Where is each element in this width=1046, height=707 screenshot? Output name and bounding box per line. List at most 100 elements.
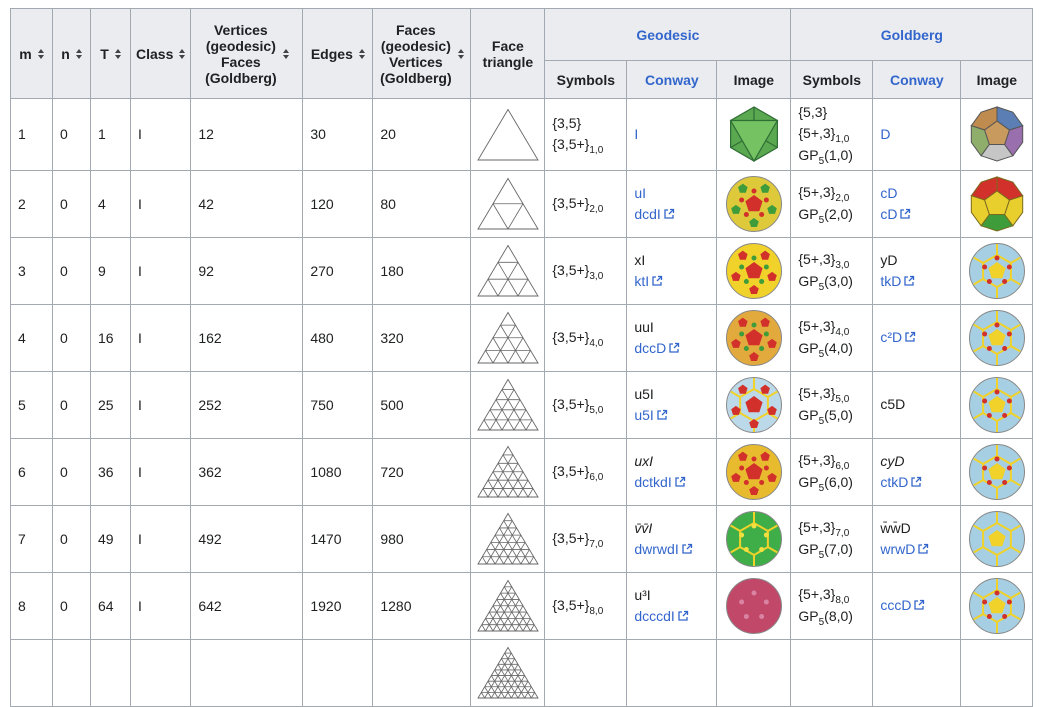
conway-notation-link[interactable]: dwrwdI — [634, 540, 679, 557]
col-header-n[interactable]: n — [52, 8, 91, 99]
cell-m: 2 — [10, 169, 53, 238]
cell-geodesic-conway: I — [626, 98, 718, 171]
conway-line: w̄w̄D — [880, 518, 953, 539]
face-triangle-image[interactable] — [477, 579, 539, 632]
geodesic-image-thumbnail[interactable] — [725, 242, 783, 300]
conway-notation-link[interactable]: dcdI — [634, 205, 661, 222]
cell-geodesic-symbols: {3,5+}6,0 — [544, 437, 628, 506]
geodesic-image-thumbnail[interactable] — [725, 309, 783, 367]
header-row-groups: m n T Class Vertices (geodesic) Faces (G… — [10, 8, 1034, 99]
face-triangle-image[interactable] — [477, 445, 539, 498]
conway-link[interactable]: Conway — [890, 71, 944, 88]
face-triangle-image[interactable] — [477, 244, 539, 297]
conway-notation-link[interactable]: dctkdI — [634, 473, 672, 490]
goldberg-image-thumbnail[interactable] — [968, 105, 1026, 163]
col-header-t[interactable]: T — [90, 8, 131, 99]
goldberg-image-thumbnail[interactable] — [968, 175, 1026, 233]
cell-faces: 1280 — [372, 571, 472, 640]
col-header-geodesic[interactable]: Geodesic — [544, 8, 792, 61]
symbol-line: {3,5} — [552, 113, 619, 134]
cell-goldberg-conway: c5D — [872, 370, 962, 439]
cell-n: 0 — [52, 370, 91, 439]
geodesic-image-thumbnail[interactable] — [725, 510, 783, 568]
cell-goldberg-symbols: {5+,3}8,0 GP5(8,0) — [790, 571, 874, 640]
conway-notation-link[interactable]: ctkD — [880, 473, 909, 490]
symbol-line: GP5(6,0) — [798, 472, 865, 494]
cell-goldberg-symbols: {5+,3}7,0 GP5(7,0) — [790, 504, 874, 573]
col-header-goldberg-conway[interactable]: Conway — [872, 60, 962, 99]
conway-line: dwrwdI — [634, 539, 709, 560]
conway-link[interactable]: Conway — [645, 71, 699, 88]
cell-m: 6 — [10, 437, 53, 506]
goldberg-image-thumbnail[interactable] — [968, 510, 1026, 568]
face-triangle-image[interactable] — [477, 177, 539, 230]
conway-notation-link[interactable]: c²D — [880, 329, 903, 346]
face-triangle-image[interactable] — [477, 512, 539, 565]
cell-edges: 480 — [302, 303, 374, 372]
symbol-base: {5+,3} — [798, 384, 836, 401]
col-header-m[interactable]: m — [10, 8, 53, 99]
conway-notation-text: uuI — [634, 318, 654, 335]
geodesic-link[interactable]: Geodesic — [636, 26, 700, 43]
symbol-base: {5+,3} — [798, 125, 836, 141]
cell-geodesic-symbols: {3,5+}7,0 — [544, 504, 628, 573]
col-header-faces[interactable]: Faces (geodesic) Vertices (Goldberg) — [372, 8, 472, 99]
cell-geodesic-image — [716, 169, 792, 238]
conway-notation-link[interactable]: cccD — [880, 597, 912, 614]
geodesic-image-thumbnail[interactable] — [725, 376, 783, 434]
conway-notation-link[interactable]: I — [634, 125, 639, 142]
face-triangle-image[interactable] — [477, 646, 539, 699]
goldberg-image-thumbnail[interactable] — [968, 443, 1026, 501]
conway-notation-link[interactable]: dccD — [634, 339, 667, 356]
col-header-goldberg[interactable]: Goldberg — [790, 8, 1034, 61]
cell-t: 25 — [90, 370, 131, 439]
external-link-icon — [678, 610, 688, 621]
goldberg-image-thumbnail[interactable] — [968, 309, 1026, 367]
conway-notation-link[interactable]: cD — [880, 184, 898, 201]
conway-notation-link[interactable]: u5I — [634, 406, 654, 423]
geodesic-image-thumbnail[interactable] — [725, 175, 783, 233]
goldberg-link[interactable]: Goldberg — [880, 26, 943, 43]
cell-goldberg-symbols: {5+,3}3,0 GP5(3,0) — [790, 236, 874, 305]
symbol-line: {5+,3}1,0 — [798, 123, 865, 145]
symbol-subscript: 3,0 — [589, 270, 604, 282]
conway-notation-link[interactable]: tkD — [880, 272, 902, 289]
geodesic-image-thumbnail[interactable] — [725, 443, 783, 501]
cell-geodesic-image — [716, 437, 792, 506]
conway-notation-link[interactable]: cD — [880, 205, 898, 222]
conway-notation-link[interactable]: wrwD — [880, 540, 916, 557]
header-row-sub: Symbols Conway Image Symbols Conway Imag… — [11, 60, 1034, 99]
cell-vertices: 642 — [190, 571, 304, 640]
col-header-vertices[interactable]: Vertices (geodesic) Faces (Goldberg) — [190, 8, 304, 99]
external-link-icon — [664, 208, 674, 219]
conway-notation-link[interactable]: D — [880, 125, 891, 142]
geodesic-image-thumbnail[interactable] — [725, 105, 783, 163]
header-label-m: m — [19, 45, 32, 62]
conway-line: cD — [880, 204, 953, 225]
symbol-subscript: 3,0 — [835, 259, 850, 271]
conway-notation-link[interactable]: uI — [634, 184, 647, 201]
col-header-edges[interactable]: Edges — [302, 8, 374, 99]
conway-notation-link[interactable]: ktI — [634, 272, 650, 289]
goldberg-image-thumbnail[interactable] — [968, 242, 1026, 300]
cell-face-triangle — [470, 437, 546, 506]
conway-notation-link[interactable]: dcccdI — [634, 607, 675, 624]
conway-line: cyD — [880, 451, 953, 472]
symbol-line: {3,5+}8,0 — [552, 595, 619, 617]
goldberg-image-thumbnail[interactable] — [968, 376, 1026, 434]
symbol-base: {3,5+} — [552, 462, 590, 479]
symbol-base: {3,5+} — [552, 135, 590, 152]
header-line: (Goldberg) — [380, 69, 452, 86]
cell-geodesic-symbols: {3,5} {3,5+}1,0 — [544, 98, 628, 171]
goldberg-image-thumbnail[interactable] — [968, 577, 1026, 635]
col-header-geodesic-conway[interactable]: Conway — [626, 60, 718, 99]
face-triangle-image[interactable] — [477, 311, 539, 364]
face-triangle-image[interactable] — [477, 378, 539, 431]
symbol-after: (8,0) — [824, 607, 853, 624]
symbol-base: {3,5+} — [552, 529, 590, 546]
cell-m: 3 — [10, 236, 53, 305]
symbol-after: (3,0) — [824, 272, 853, 289]
geodesic-image-thumbnail[interactable] — [725, 577, 783, 635]
col-header-class[interactable]: Class — [129, 8, 192, 99]
face-triangle-image[interactable] — [477, 108, 539, 161]
